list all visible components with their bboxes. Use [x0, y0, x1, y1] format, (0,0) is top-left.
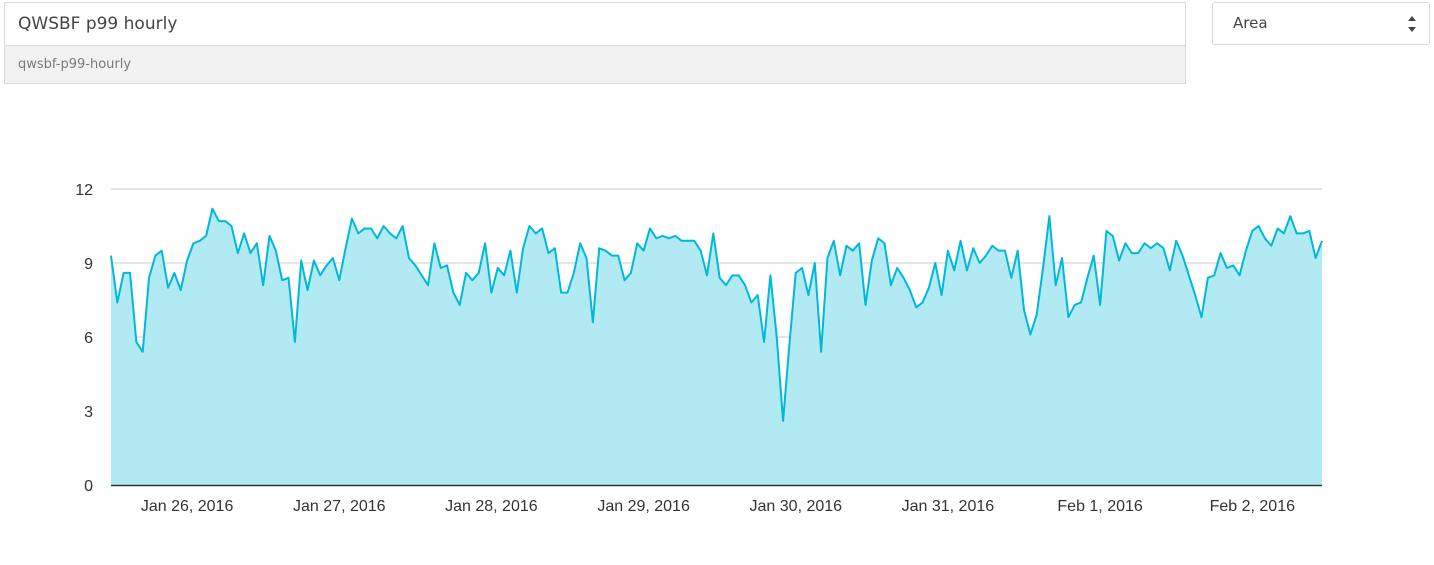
series-area-fill: [111, 208, 1322, 486]
x-tick-label: Feb 2, 2016: [1210, 498, 1296, 515]
y-tick-label: 0: [84, 478, 93, 495]
y-tick-label: 12: [75, 182, 93, 199]
updown-chevrons-icon: [1408, 16, 1416, 32]
x-tick-label: Jan 28, 2016: [445, 498, 538, 515]
y-tick-label: 6: [84, 330, 93, 347]
y-axis-ticks: 0 3 6 9 12: [75, 182, 93, 495]
x-tick-label: Jan 30, 2016: [750, 498, 843, 515]
chart-type-selected-value: Area: [1233, 14, 1268, 32]
x-axis-ticks: Jan 26, 2016 Jan 27, 2016 Jan 28, 2016 Jan …: [141, 498, 1295, 515]
x-tick-label: Jan 31, 2016: [902, 498, 995, 515]
x-tick-label: Feb 1, 2016: [1057, 498, 1143, 515]
chart-title-input[interactable]: [5, 3, 1185, 46]
x-tick-label: Jan 26, 2016: [141, 498, 234, 515]
y-tick-label: 9: [84, 256, 93, 273]
chart-slug: qwsbf-p99-hourly: [5, 46, 1185, 83]
x-tick-label: Jan 27, 2016: [293, 498, 386, 515]
y-tick-label: 3: [84, 404, 93, 421]
x-tick-label: Jan 29, 2016: [597, 498, 690, 515]
chart-type-select[interactable]: Area: [1212, 2, 1430, 45]
title-box: qwsbf-p99-hourly: [4, 2, 1186, 84]
series-line: [110, 207, 1323, 422]
